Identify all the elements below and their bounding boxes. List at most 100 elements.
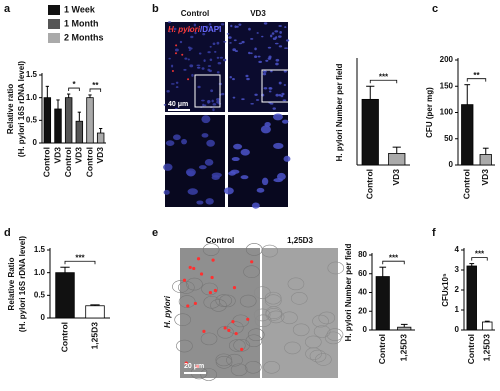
nucleus [228, 171, 236, 176]
bar [75, 120, 84, 144]
error-bar [99, 127, 103, 134]
significance-label: ** [473, 71, 480, 80]
nucleus [168, 30, 171, 33]
nucleus [167, 21, 172, 24]
nucleus [191, 73, 194, 77]
nucleus [278, 94, 282, 97]
nucleus [270, 34, 273, 38]
x-tick-label: VD3 [52, 147, 62, 164]
nucleus [256, 187, 265, 193]
y-tick-label: 0.5 [26, 115, 38, 124]
bar [482, 321, 493, 331]
bacterium [186, 304, 190, 308]
error-bar [482, 147, 489, 155]
nucleus [255, 99, 260, 101]
nucleus [278, 35, 282, 38]
nucleus [223, 40, 227, 43]
cell-outline [245, 334, 263, 348]
y-tick-label: 0.5 [34, 290, 46, 299]
micrographs-e [172, 243, 345, 381]
cell-outline [178, 281, 195, 294]
bar [43, 97, 52, 144]
x-tick-label: 1,25D3 [482, 334, 492, 362]
panel-letter: a [4, 3, 11, 15]
column-label: VD3 [250, 9, 266, 18]
nucleus [265, 59, 269, 62]
nucleus [235, 25, 239, 28]
image [228, 22, 288, 112]
nucleus [165, 140, 175, 147]
nucleus [173, 27, 177, 31]
nucleus [211, 99, 214, 103]
nucleus [264, 122, 271, 127]
nucleus [226, 33, 230, 35]
nucleus [240, 175, 249, 180]
nucleus [233, 39, 237, 42]
significance-label: *** [75, 253, 85, 262]
image [262, 248, 338, 378]
nucleus [281, 92, 285, 96]
nucleus [272, 113, 283, 121]
nucleus [198, 165, 207, 170]
nucleus [262, 72, 267, 76]
error-bar [379, 266, 387, 277]
nucleus [258, 60, 262, 64]
nucleus [187, 58, 190, 61]
cell-outline [200, 332, 218, 346]
nucleus [270, 70, 273, 73]
cell-outline [313, 325, 331, 338]
nucleus [205, 25, 209, 28]
y-tick-label: 0 [41, 313, 46, 322]
image [228, 115, 288, 207]
nucleus [175, 81, 179, 84]
y-axis-label: CFU (per mg) [425, 87, 434, 138]
nucleus [271, 32, 275, 35]
nucleus [232, 77, 235, 81]
nucleus [284, 47, 288, 49]
nucleus [283, 69, 287, 73]
column-label: Control [206, 236, 234, 245]
zoom-box [194, 74, 221, 108]
x-tick-label: Control [84, 147, 94, 177]
nucleus [209, 58, 213, 62]
nucleus [220, 23, 225, 26]
bar [54, 108, 62, 144]
stain-label: H. pylori/DAPI [168, 25, 221, 34]
y-tick-label: 150 [440, 81, 454, 90]
cell-outline [253, 308, 271, 322]
legend-label: 1 Month [64, 18, 99, 28]
bacterium [227, 328, 231, 332]
nucleus [201, 99, 205, 102]
cell-outline [203, 295, 221, 309]
bacterium [202, 329, 206, 333]
micrographs-b [163, 21, 291, 209]
bacterium [240, 347, 244, 351]
cell-outline [215, 355, 233, 369]
cell-outline [326, 328, 344, 341]
nucleus [219, 56, 224, 59]
nucleus [212, 42, 216, 46]
nucleus [168, 57, 171, 60]
nucleus [179, 40, 183, 44]
bacterium [208, 290, 212, 295]
y-tick-label: 60 [358, 269, 367, 278]
nucleus [234, 25, 237, 29]
x-tick-label: Control [466, 334, 476, 364]
significance-bracket [68, 87, 80, 92]
nucleus [223, 187, 234, 195]
bar [388, 153, 406, 166]
error-bar [464, 84, 471, 105]
significance-bracket [471, 257, 488, 261]
bacterium [211, 258, 215, 262]
nucleus [216, 71, 220, 74]
cell-outline [178, 295, 196, 308]
x-tick-label: 1,25D3 [399, 334, 409, 362]
nucleus [250, 37, 254, 40]
cell-outline [309, 349, 327, 363]
nucleus [231, 156, 240, 162]
cell-outline [267, 310, 285, 324]
bacterium [193, 301, 197, 306]
cell-outline [243, 265, 260, 279]
y-axis-label: H. pylori Number per field [344, 243, 353, 341]
nucleus [208, 23, 212, 26]
